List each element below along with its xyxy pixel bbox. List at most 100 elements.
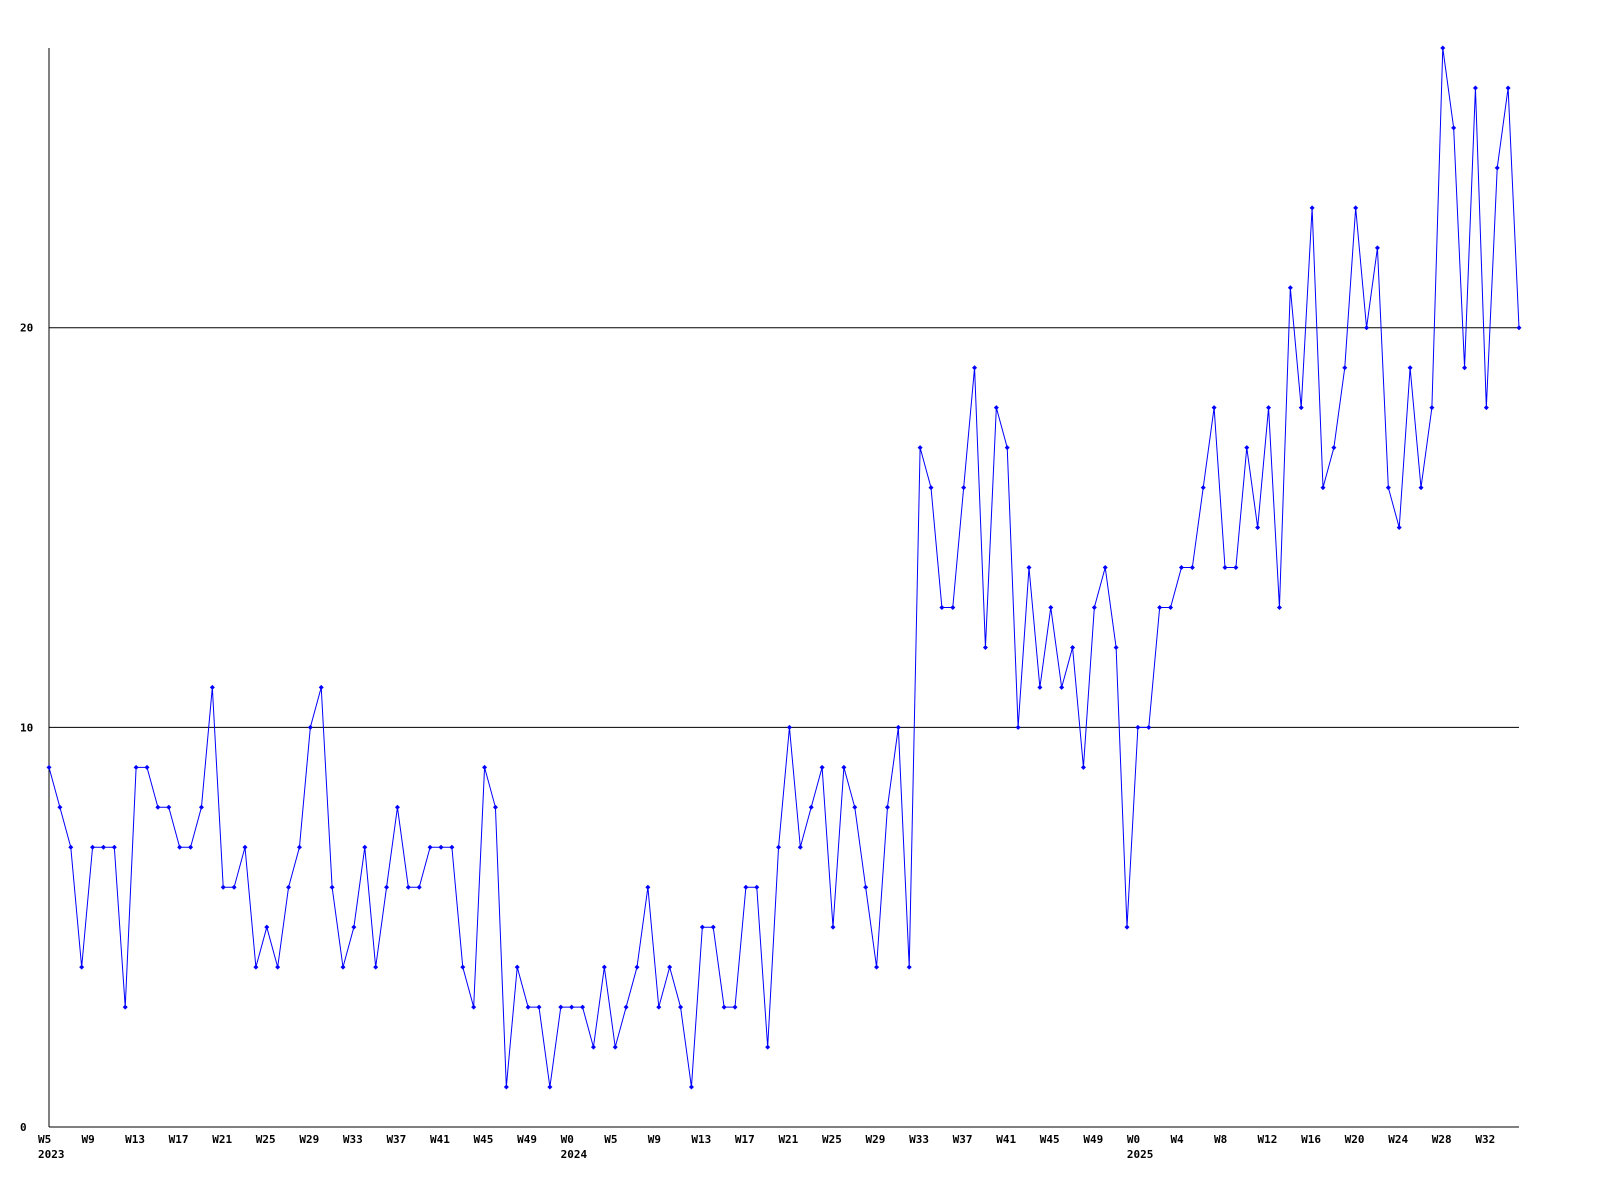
data-point [1070,644,1076,650]
x-tick-label: W21 [778,1133,798,1146]
data-point [427,844,433,850]
data-point [1287,285,1293,291]
data-point [296,844,302,850]
data-point [1309,205,1315,211]
data-point [797,844,803,850]
data-point [1189,565,1195,571]
data-point [177,844,183,850]
data-point [743,884,749,890]
data-point [536,1004,542,1010]
data-point [209,684,215,690]
data-point [972,365,978,371]
data-point [144,764,150,770]
data-point [841,764,847,770]
data-point [1385,485,1391,491]
data-point [678,1004,684,1010]
x-tick-label: W25 [256,1133,276,1146]
data-point [688,1084,694,1090]
x-tick-label: W17 [169,1133,189,1146]
data-point [1200,485,1206,491]
data-point [384,884,390,890]
y-tick-label: 20 [20,322,33,335]
data-point [917,445,923,451]
data-point [394,804,400,810]
data-point [1374,245,1380,251]
x-tick-label: W37 [953,1133,973,1146]
data-point [340,964,346,970]
data-point [667,964,673,970]
data-point [231,884,237,890]
x-tick-label: W33 [343,1133,363,1146]
data-point [122,1004,128,1010]
data-point [765,1044,771,1050]
x-tick-label: W20 [1345,1133,1365,1146]
data-point [90,844,96,850]
x-tick-label: W28 [1432,1133,1452,1146]
data-point [1091,604,1097,610]
data-point [460,964,466,970]
x-tick-label: W49 [1083,1133,1103,1146]
data-point [547,1084,553,1090]
data-point [1429,405,1435,411]
x-tick-label: W13 [691,1133,711,1146]
data-point [982,644,988,650]
data-point [525,1004,531,1010]
data-point [68,844,74,850]
data-point [438,844,444,850]
data-point [906,964,912,970]
x-tick-label: W49 [517,1133,537,1146]
data-point [166,804,172,810]
data-point [46,764,52,770]
data-point [776,844,782,850]
data-point [1494,165,1500,171]
data-point [57,804,63,810]
x-tick-label: W25 [822,1133,842,1146]
data-point [558,1004,564,1010]
data-point [732,1004,738,1010]
data-point [1505,85,1511,91]
data-point [1440,45,1446,51]
data-point [482,764,488,770]
data-point [950,604,956,610]
x-tick-label: W24 [1388,1133,1408,1146]
data-point [1342,365,1348,371]
data-point [264,924,270,930]
data-point [1255,525,1261,531]
data-point [220,884,226,890]
data-point [580,1004,586,1010]
data-point [754,884,760,890]
data-point [351,924,357,930]
data-point [1364,325,1370,331]
data-point [1222,565,1228,571]
data-point [993,405,999,411]
data-point [1037,684,1043,690]
data-point [1168,604,1174,610]
x-tick-label: W41 [996,1133,1016,1146]
data-point [634,964,640,970]
data-point [852,804,858,810]
data-point [307,724,313,730]
x-tick-label: W33 [909,1133,929,1146]
data-point [492,804,498,810]
data-point [329,884,335,890]
data-point [895,724,901,730]
data-point [1418,485,1424,491]
data-point [1516,325,1522,331]
data-point [863,884,869,890]
x-year-label: 2023 [38,1148,65,1161]
x-tick-label: W29 [299,1133,319,1146]
data-point [155,804,161,810]
data-point [830,924,836,930]
data-point [612,1044,618,1050]
data-point [1276,604,1282,610]
data-point [449,844,455,850]
data-point [1462,365,1468,371]
data-point [1059,684,1065,690]
data-point [961,485,967,491]
data-point [786,724,792,730]
data-point [1483,405,1489,411]
data-point [1015,724,1021,730]
data-point [1320,485,1326,491]
data-point [111,844,117,850]
